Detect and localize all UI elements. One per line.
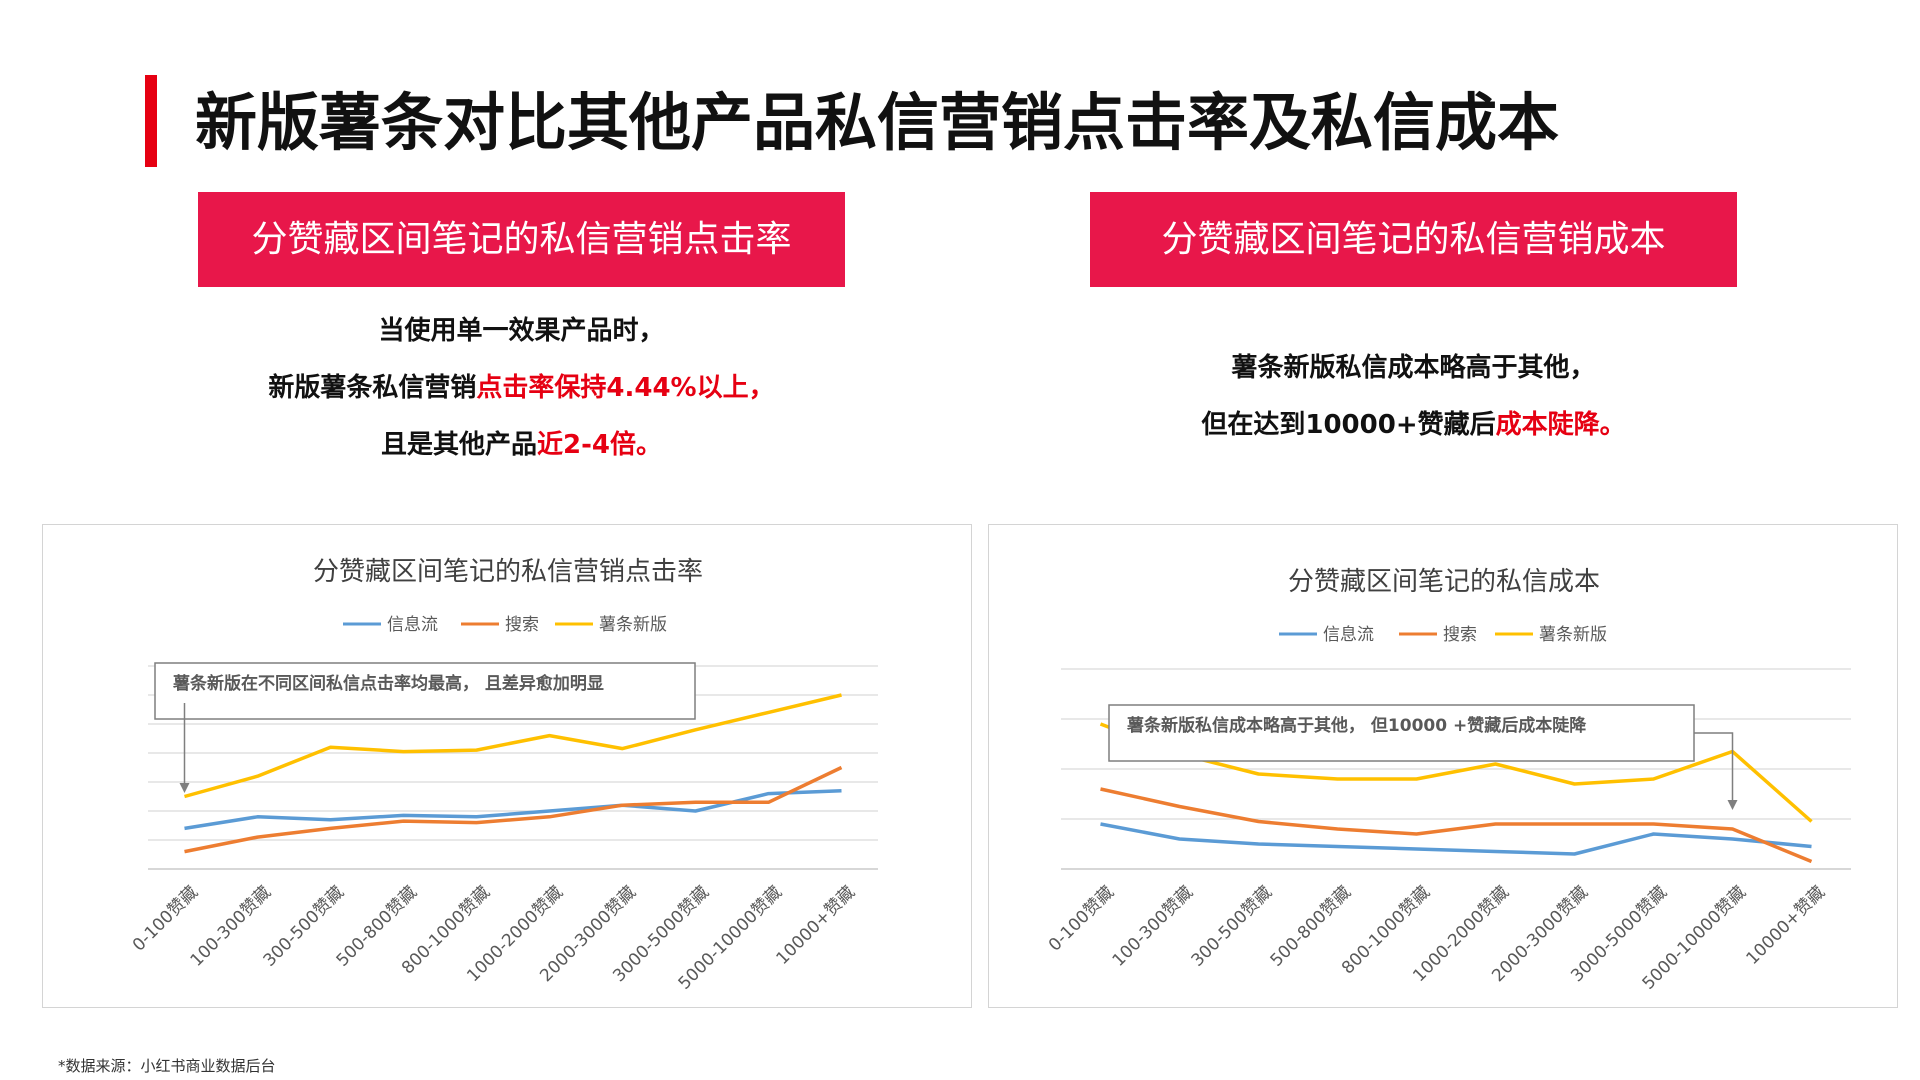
series-line-0 <box>184 788 842 831</box>
left-desc-line2: 新版薯条私信营销点击率保持4.44%以上， <box>198 360 845 417</box>
right-desc-line1: 薯条新版私信成本略高于其他， <box>1231 353 1596 383</box>
x-tick-label: 100-300赞藏 <box>1109 882 1197 970</box>
chart-title: 分赞藏区间笔记的私信营销点击率 <box>313 557 703 587</box>
footnote: *数据来源：小红书商业数据后台 <box>58 1057 276 1075</box>
right-description: 薯条新版私信成本略高于其他， 但在达到10000+赞藏后成本陡降。 <box>1090 340 1737 454</box>
click-rate-chart: 分赞藏区间笔记的私信营销点击率 信息流 搜索 薯条新版 0-100赞藏 100-300赞藏… <box>42 524 972 1008</box>
annotation-arrowhead <box>179 783 190 793</box>
chart-title: 分赞藏区间笔记的私信成本 <box>1288 567 1600 597</box>
series-line-2 <box>1099 722 1813 823</box>
x-tick-label: 500-800赞藏 <box>1267 882 1355 970</box>
right-desc-line2-highlight: 成本陡降。 <box>1495 410 1626 440</box>
annotation-text: 薯条新版私信成本略高于其他， 但10000 +赞藏后成本陡降 <box>1126 715 1587 736</box>
left-desc-line3-plain: 且是其他产品 <box>381 430 538 460</box>
left-desc-line1: 当使用单一效果产品时， <box>378 316 665 346</box>
legend-label-1: 搜索 <box>505 615 539 635</box>
annotation-arrowhead <box>1727 800 1738 810</box>
left-description: 当使用单一效果产品时， 新版薯条私信营销点击率保持4.44%以上， 且是其他产品… <box>198 303 845 474</box>
x-tick-label: 300-500赞藏 <box>1188 882 1276 970</box>
left-desc-line2-plain: 新版薯条私信营销 <box>268 373 477 403</box>
right-desc-line2-plain: 但在达到10000+赞藏后 <box>1201 410 1496 440</box>
title-accent-bar <box>145 75 157 167</box>
x-tick-label: 10000+赞藏 <box>773 882 859 968</box>
series-line-0 <box>1100 822 1812 856</box>
left-desc-line2-highlight: 点击率保持4.44%以上， <box>476 373 775 403</box>
left-desc-line3: 且是其他产品近2-4倍。 <box>198 417 845 474</box>
series-line-2 <box>184 693 842 799</box>
right-banner: 分赞藏区间笔记的私信营销成本 <box>1090 192 1737 287</box>
left-banner: 分赞藏区间笔记的私信营销点击率 <box>198 192 845 287</box>
page-title: 新版薯条对比其他产品私信营销点击率及私信成本 <box>195 86 1560 159</box>
annotation-box <box>1108 704 1695 762</box>
x-tick-label: 10000+赞藏 <box>1743 882 1829 968</box>
legend-label-0: 信息流 <box>1323 625 1374 645</box>
legend-label-1: 搜索 <box>1443 625 1477 645</box>
legend-label-2: 薯条新版 <box>1539 625 1607 645</box>
series-line-1 <box>1100 787 1813 864</box>
x-tick-label: 0-100赞藏 <box>129 882 202 955</box>
right-desc-line2: 但在达到10000+赞藏后成本陡降。 <box>1090 397 1737 454</box>
annotation-text: 薯条新版在不同区间私信点击率均最高， 且差异愈加明显 <box>172 673 604 694</box>
legend-label-0: 信息流 <box>387 615 438 635</box>
series-line-1 <box>184 765 843 854</box>
annotation-box <box>154 662 696 720</box>
legend-label-2: 薯条新版 <box>599 615 667 635</box>
cost-chart: 分赞藏区间笔记的私信成本信息流 搜索 薯条新版 0-100赞藏 100-300赞藏 300… <box>988 524 1898 1008</box>
left-desc-line3-highlight: 近2-4倍。 <box>537 430 662 460</box>
annotation-arrow <box>1694 732 1734 802</box>
x-tick-label: 0-100赞藏 <box>1045 882 1118 955</box>
